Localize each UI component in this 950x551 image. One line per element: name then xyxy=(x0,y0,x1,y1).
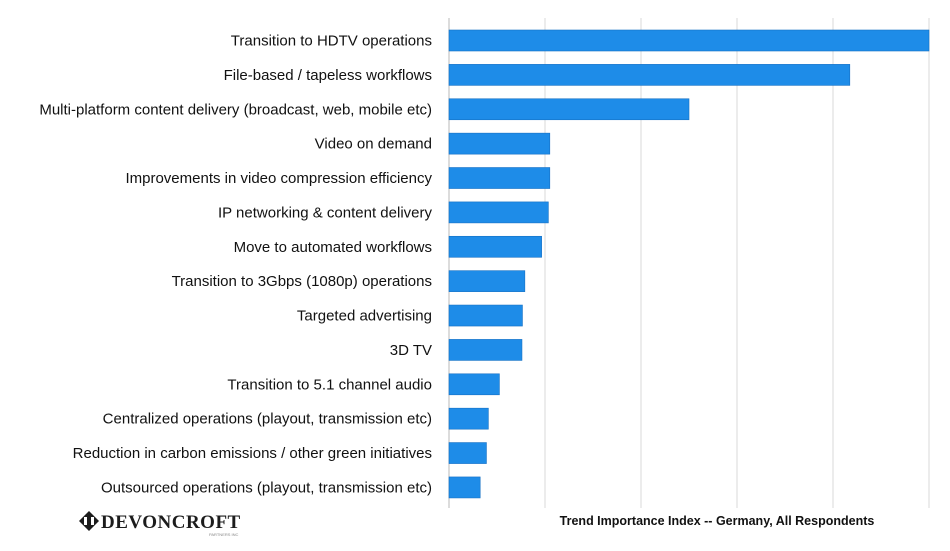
bar xyxy=(448,270,526,292)
bar xyxy=(448,29,930,52)
category-label: Reduction in carbon emissions / other gr… xyxy=(73,445,432,462)
bar xyxy=(448,442,487,464)
category-label: 3D TV xyxy=(390,342,432,359)
x-axis-title: Trend Importance Index -- Germany, All R… xyxy=(560,514,875,528)
bar xyxy=(448,64,851,86)
category-label: Transition to 5.1 channel audio xyxy=(227,376,432,393)
category-label: Transition to HDTV operations xyxy=(231,33,432,50)
category-label: Improvements in video compression effici… xyxy=(125,170,432,187)
bar xyxy=(448,407,489,430)
category-labels: Transition to HDTV operations File-based … xyxy=(39,33,432,497)
devoncroft-logo: DEVONCROFT PARTNERS INC xyxy=(79,511,241,537)
bar xyxy=(448,201,549,224)
category-label: Multi-platform content delivery (broadca… xyxy=(39,101,432,118)
logo-subtext: PARTNERS INC xyxy=(209,532,239,537)
category-label: Video on demand xyxy=(315,136,432,153)
bar xyxy=(448,167,551,189)
bars xyxy=(448,29,930,499)
bar xyxy=(448,235,542,258)
bar xyxy=(448,304,523,327)
category-label: IP networking & content delivery xyxy=(218,204,433,221)
category-label: Targeted advertising xyxy=(297,308,432,325)
category-label: Centralized operations (playout, transmi… xyxy=(103,411,432,428)
bar xyxy=(448,373,500,396)
category-label: File-based / tapeless workflows xyxy=(224,67,432,84)
gridlines xyxy=(448,18,930,508)
category-label: Outsourced operations (playout, transmis… xyxy=(101,479,432,496)
bar xyxy=(448,98,690,121)
bar xyxy=(448,476,481,499)
category-label: Transition to 3Gbps (1080p) operations xyxy=(172,273,432,290)
logo-text: DEVONCROFT xyxy=(101,512,241,533)
bar xyxy=(448,132,551,155)
bar xyxy=(448,339,523,361)
logo-diamond-icon xyxy=(79,511,99,531)
category-label: Move to automated workflows xyxy=(234,239,432,256)
